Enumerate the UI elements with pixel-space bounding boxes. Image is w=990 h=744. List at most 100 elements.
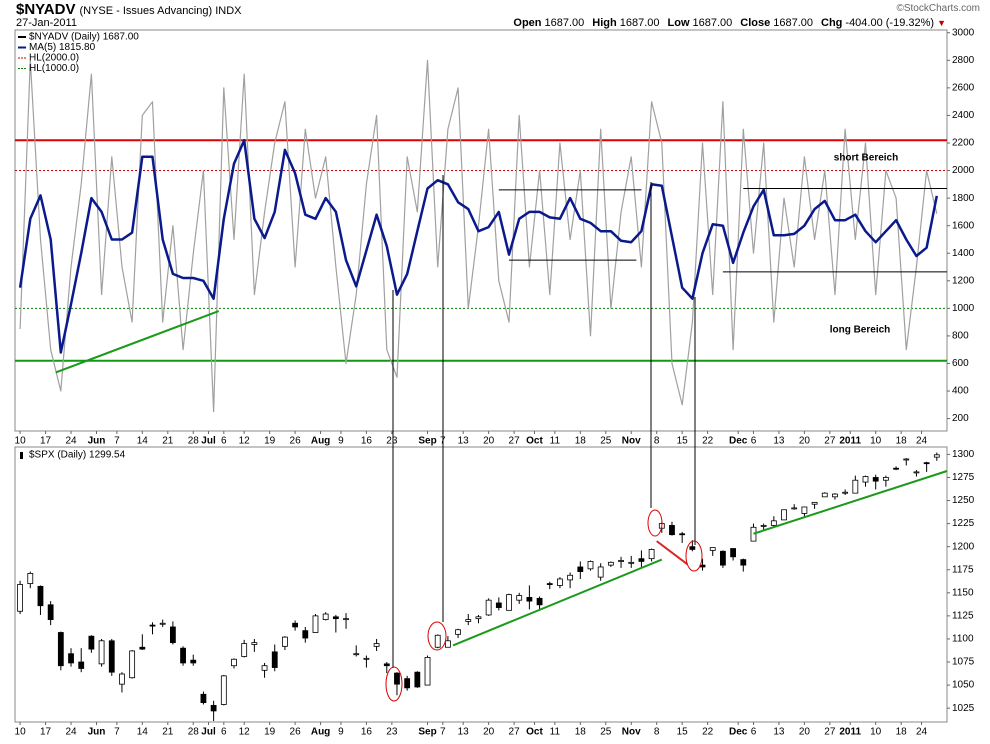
y-tick-label: 2600: [952, 83, 975, 94]
candle-body: [587, 561, 594, 570]
trend-line: [55, 310, 220, 374]
x-tick-label: 28: [188, 727, 200, 738]
y-tick-label: 1300: [952, 449, 975, 460]
x-tick-label: 6: [751, 436, 757, 447]
candle-body: [709, 547, 716, 551]
x-tick-label: 14: [137, 436, 149, 447]
y-tick-label: 1100: [952, 634, 974, 645]
candle-body: [455, 629, 461, 635]
candle-body: [241, 643, 248, 657]
candle-body: [108, 640, 115, 673]
x-tick-label: 9: [338, 727, 344, 738]
candle-body: [322, 613, 329, 620]
x-tick-label: 7: [114, 727, 120, 738]
y-tick-label: 2400: [952, 110, 975, 121]
x-tick-label: 6: [221, 727, 227, 738]
candle-body: [302, 630, 309, 639]
highlight-ellipses: [385, 509, 703, 702]
x-tick-label: 24: [916, 727, 928, 738]
candle-body: [770, 520, 777, 526]
candle-body: [882, 477, 889, 481]
candle-body: [801, 506, 808, 514]
x-tick-label: Sep: [418, 727, 436, 738]
x-tick-label: 8: [654, 436, 660, 447]
candle-body: [832, 493, 838, 498]
candle-body: [730, 548, 736, 558]
x-tick-label: Aug: [311, 727, 330, 738]
x-tick-label: 23: [386, 727, 398, 738]
quote-value: 1687.00: [544, 17, 585, 29]
candle-body: [312, 615, 319, 633]
x-tick-label: 15: [677, 436, 689, 447]
candle-body: [434, 634, 441, 648]
candle-body: [373, 643, 380, 647]
y-tick-label: 1125: [952, 611, 974, 622]
candle-body: [27, 573, 34, 584]
candle-body: [169, 626, 176, 644]
series-line: [18, 138, 939, 354]
copyright: ©StockCharts.com: [896, 3, 980, 14]
x-tick-label: 14: [137, 727, 149, 738]
trend-line: [753, 470, 948, 535]
quote-label: High: [592, 17, 617, 29]
x-tick-label: 18: [575, 436, 587, 447]
y-tick-label: 200: [952, 413, 969, 424]
y-tick-label: 1275: [952, 472, 975, 483]
x-tick-label: 16: [361, 436, 373, 447]
candle-body: [933, 454, 940, 458]
x-tick-label: Dec: [729, 727, 748, 738]
candle-body: [47, 604, 54, 620]
candle-body: [750, 526, 757, 542]
x-tick-label: Oct: [526, 727, 543, 738]
x-tick-label: 12: [239, 727, 251, 738]
candle-body: [485, 599, 492, 616]
x-tick-label: 18: [575, 727, 587, 738]
candle-body: [618, 560, 624, 562]
quote-value: -404.00 (-19.32%): [845, 17, 935, 29]
candle-body: [444, 640, 451, 648]
x-tick-label: 16: [361, 727, 373, 738]
x-tick-label: 17: [40, 727, 52, 738]
x-tick-label: 10: [870, 727, 882, 738]
highlight-ellipse: [685, 540, 703, 572]
change-arrow: ▼: [937, 18, 946, 28]
y-tick-label: 1800: [952, 193, 975, 204]
connectors: [392, 175, 696, 668]
x-tick-label: 24: [65, 436, 77, 447]
candle-body: [821, 492, 828, 498]
quote-value: 1687.00: [692, 17, 733, 29]
legend-label: $NYADV (Daily) 1687.00: [29, 32, 139, 43]
quote-label: Close: [740, 17, 771, 29]
x-tick-label: Sep: [418, 436, 436, 447]
candle-body: [811, 501, 818, 505]
highlight-ellipse: [647, 509, 663, 537]
candle-body: [893, 467, 899, 470]
y-tick-label: 1200: [952, 275, 975, 286]
candle-body: [506, 594, 512, 611]
candle-body: [119, 673, 125, 685]
candle-body: [536, 597, 543, 606]
x-tick-label: 28: [188, 436, 200, 447]
candle-body: [872, 477, 879, 482]
candle-body: [852, 479, 859, 494]
candle-body: [17, 584, 23, 612]
x-tick-label: 24: [65, 727, 77, 738]
candle-body: [781, 509, 787, 521]
x-tick-label: Dec: [729, 436, 748, 447]
candle-body: [190, 659, 197, 664]
annotation: long Bereich: [830, 325, 891, 336]
candle-body: [282, 636, 288, 647]
trend-line: [656, 540, 688, 565]
highlight-ellipse: [385, 666, 403, 702]
candle-body: [740, 559, 747, 566]
y-tick-label: 1050: [952, 680, 975, 691]
x-tick-label: 6: [221, 436, 227, 447]
candle-body: [567, 574, 574, 581]
candle-body: [200, 693, 207, 704]
x-tick-label: 2011: [839, 727, 861, 738]
x-tick-label: 21: [162, 436, 174, 447]
quote-label: Open: [513, 17, 542, 29]
x-tick-label: 7: [440, 727, 446, 738]
x-tick-label: 8: [654, 727, 660, 738]
